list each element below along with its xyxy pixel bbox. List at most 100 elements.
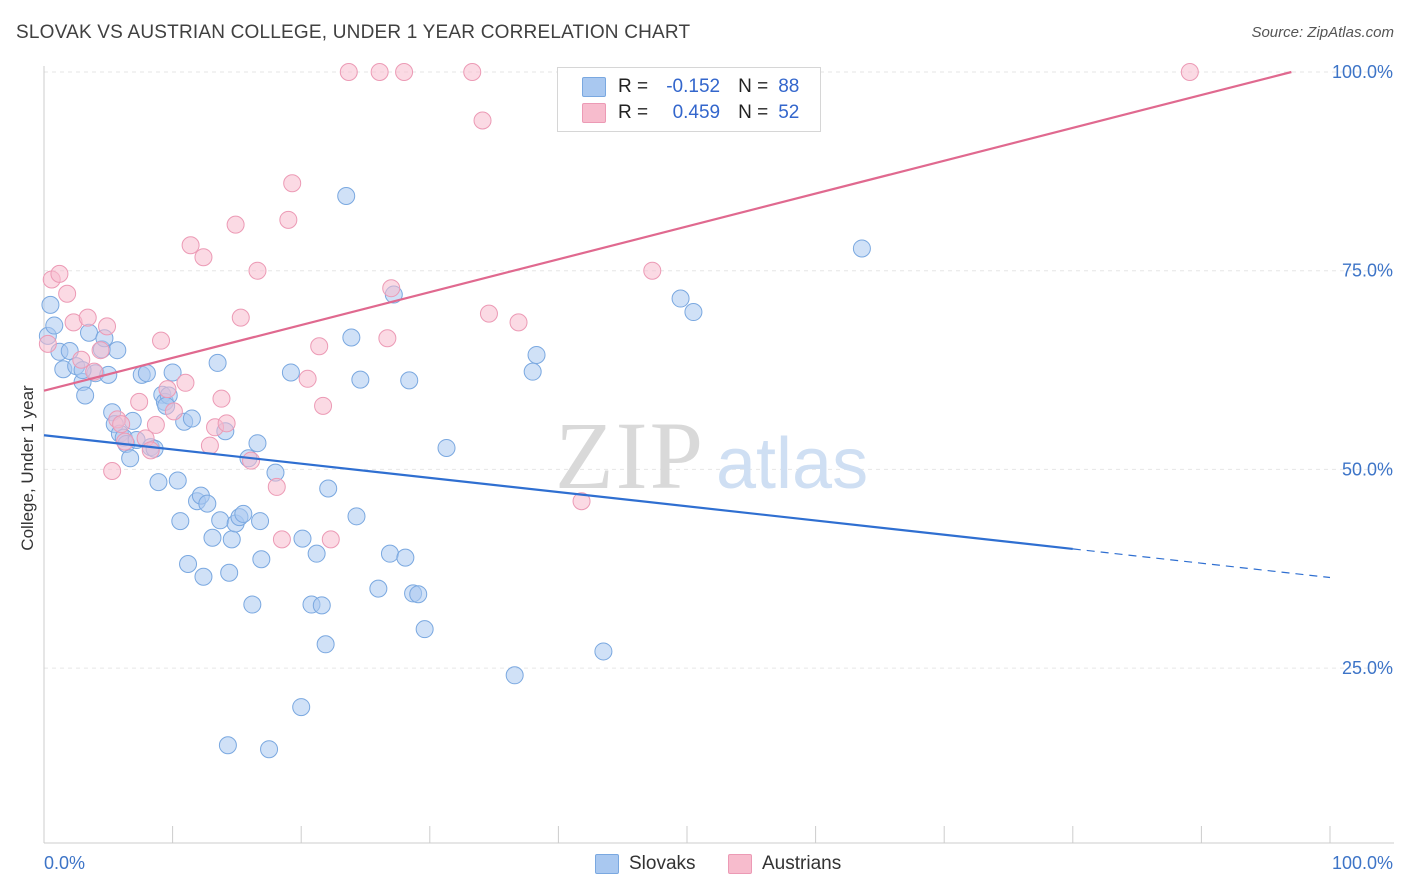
data-point xyxy=(176,373,195,392)
data-point xyxy=(112,415,131,434)
data-point xyxy=(41,295,60,314)
data-point xyxy=(231,308,250,327)
data-point xyxy=(684,303,703,322)
watermark: ZIP atlas xyxy=(555,402,868,509)
tick-labels: 25.0% 50.0% 75.0% 100.0% 0.0% 100.0% xyxy=(44,62,1393,873)
data-point xyxy=(523,362,542,381)
data-point xyxy=(671,289,690,308)
data-point xyxy=(203,528,222,547)
data-point xyxy=(479,304,498,323)
axes xyxy=(43,66,1394,844)
data-point xyxy=(217,414,236,433)
data-point xyxy=(226,215,245,234)
data-point xyxy=(505,666,524,685)
x-tick-label-max: 100.0% xyxy=(1332,853,1393,873)
slovaks-legend-swatch xyxy=(595,854,619,874)
y-tick-label: 25.0% xyxy=(1342,658,1393,678)
data-point xyxy=(347,507,366,526)
data-point xyxy=(382,279,401,298)
legend-row-austrians: R = 0.459 N = 52 xyxy=(582,100,799,126)
data-point xyxy=(137,364,156,383)
data-point xyxy=(222,530,241,549)
legend-item-slovaks: Slovaks xyxy=(595,852,696,876)
austrians-swatch xyxy=(582,103,606,123)
data-point xyxy=(121,449,140,468)
chart-source: Source: ZipAtlas.com xyxy=(1251,24,1394,41)
data-point xyxy=(437,438,456,457)
data-point xyxy=(316,635,335,654)
r-label: R = xyxy=(618,102,649,123)
data-point xyxy=(76,386,95,405)
data-point xyxy=(572,492,591,511)
data-point xyxy=(163,363,182,382)
data-point xyxy=(400,371,419,390)
data-point xyxy=(248,261,267,280)
data-point xyxy=(267,477,286,496)
grid-lines xyxy=(44,71,1394,669)
data-point xyxy=(234,504,253,523)
data-point xyxy=(370,63,389,81)
chart-title: SLOVAK VS AUSTRIAN COLLEGE, UNDER 1 YEAR… xyxy=(16,22,691,43)
data-point xyxy=(211,511,230,530)
data-point xyxy=(395,63,414,81)
data-point xyxy=(415,620,434,639)
n-label: N = xyxy=(738,76,769,97)
data-point xyxy=(78,308,97,327)
y-tick-label: 75.0% xyxy=(1342,261,1393,281)
watermark-zip: ZIP xyxy=(555,402,705,509)
n-value: 88 xyxy=(778,76,800,97)
data-point xyxy=(98,317,117,336)
trend-line-slovaks xyxy=(43,434,1073,551)
data-point xyxy=(314,396,333,415)
data-point xyxy=(212,389,231,408)
data-point xyxy=(141,441,160,460)
data-point xyxy=(198,494,217,513)
data-point xyxy=(1180,63,1199,81)
data-point xyxy=(272,530,291,549)
data-point xyxy=(45,316,64,335)
data-point xyxy=(643,261,662,280)
data-point xyxy=(260,740,279,759)
data-point xyxy=(293,529,312,548)
data-point xyxy=(292,698,311,717)
legend-item-austrians: Austrians xyxy=(728,852,841,876)
data-point xyxy=(351,370,370,389)
y-tick-label: 100.0% xyxy=(1332,62,1393,82)
trend-line-austrians xyxy=(43,70,1292,392)
data-point xyxy=(252,550,271,569)
data-point xyxy=(50,264,69,283)
data-point xyxy=(181,236,200,255)
r-label: R = xyxy=(618,76,649,97)
data-point xyxy=(38,334,57,353)
data-point xyxy=(182,409,201,428)
data-point xyxy=(108,341,127,360)
data-point xyxy=(337,186,356,205)
data-point xyxy=(339,63,358,81)
r-value: 0.459 xyxy=(672,102,721,123)
data-point xyxy=(218,736,237,755)
trend-lines xyxy=(43,70,1331,579)
data-point xyxy=(72,350,91,369)
data-point xyxy=(168,471,187,490)
data-point xyxy=(852,239,871,258)
data-point xyxy=(158,380,177,399)
data-point xyxy=(312,596,331,615)
data-point xyxy=(380,544,399,563)
legend-row-slovaks: R = -0.152 N = 88 xyxy=(582,74,799,100)
data-point xyxy=(58,284,77,303)
data-point xyxy=(179,555,198,574)
data-point xyxy=(409,585,428,604)
series-austrians-points xyxy=(38,63,1199,549)
data-point xyxy=(103,462,122,481)
data-point xyxy=(307,544,326,563)
data-point xyxy=(200,436,219,455)
slovaks-legend-label: Slovaks xyxy=(629,853,696,874)
data-point xyxy=(164,402,183,421)
data-point xyxy=(146,415,165,434)
data-point xyxy=(473,111,492,130)
data-point xyxy=(463,63,482,81)
data-point xyxy=(194,567,213,586)
data-point xyxy=(220,563,239,582)
data-point xyxy=(208,353,227,372)
